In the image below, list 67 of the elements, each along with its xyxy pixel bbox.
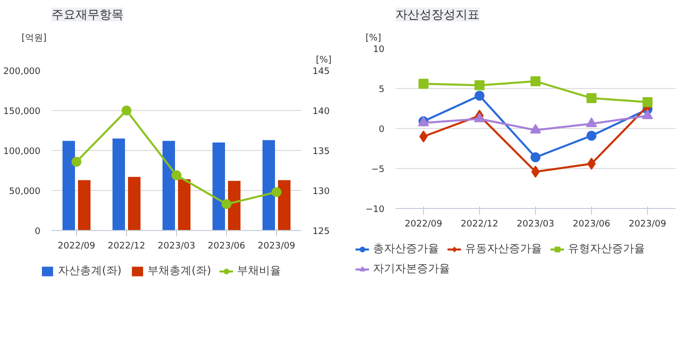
bar — [162, 140, 175, 230]
x-tick-label: 2022/12 — [460, 220, 498, 230]
point — [586, 117, 597, 128]
point — [222, 199, 232, 210]
point — [72, 156, 82, 167]
y-tick-label: 50,000 — [9, 187, 41, 197]
x-tick-label: 2023/06 — [572, 220, 610, 230]
point — [586, 93, 596, 104]
point — [642, 109, 653, 120]
bar — [228, 180, 240, 230]
legend-label: 부채총계(좌) — [148, 263, 212, 278]
x-tick-label: 2023/09 — [258, 242, 296, 252]
bar — [128, 176, 140, 230]
x-tick-label: 2022/09 — [58, 242, 96, 252]
x-tick-label: 2023/03 — [158, 242, 196, 252]
chart-title: 자산성장성지표 — [396, 8, 480, 22]
legend-label: 자산총계(좌) — [58, 263, 122, 278]
point — [530, 124, 541, 134]
point — [586, 130, 596, 141]
point — [531, 166, 540, 178]
y-tick-label: 0 — [378, 125, 385, 135]
x-tick-label: 2023/09 — [628, 220, 666, 230]
legend-label: 자기자본증가율 — [373, 261, 450, 276]
legend-label: 유동자산증가율 — [465, 241, 542, 256]
point — [587, 158, 596, 170]
point — [172, 170, 182, 180]
x-tick-label: 2023/03 — [516, 220, 554, 230]
y2-tick-label: 140 — [312, 107, 330, 117]
point — [474, 90, 484, 101]
y-axis-title: [억원] — [22, 34, 47, 44]
x-tick-label: 2022/12 — [108, 242, 146, 252]
bar — [112, 138, 125, 230]
legend-label: 총자산증가율 — [373, 241, 439, 256]
y-tick-label: −10 — [366, 205, 385, 215]
x-tick-label: 2022/09 — [404, 220, 442, 230]
point — [530, 152, 540, 162]
y-tick-label: 5 — [378, 85, 385, 95]
bar — [262, 140, 275, 230]
y-tick-label: 150,000 — [3, 107, 41, 117]
bar — [278, 180, 290, 230]
point — [474, 80, 484, 90]
y-tick-label: 200,000 — [3, 67, 41, 77]
y2-axis-title: [%] — [316, 56, 332, 66]
legend-label: 부채비율 — [237, 263, 282, 278]
x-tick-label: 2023/06 — [208, 242, 246, 252]
point — [418, 78, 428, 89]
legend-label: 유형자산증가율 — [568, 241, 645, 256]
bar — [62, 140, 75, 230]
bar — [78, 180, 90, 230]
point — [122, 106, 132, 116]
y2-tick-label: 125 — [312, 227, 330, 237]
point — [474, 112, 485, 122]
point — [272, 187, 282, 198]
y-tick-label: −5 — [371, 165, 385, 175]
y2-tick-label: 145 — [312, 67, 330, 77]
y2-tick-label: 130 — [312, 187, 330, 197]
y-tick-label: 100,000 — [3, 147, 41, 157]
y-tick-label: 0 — [34, 227, 41, 237]
y-tick-label: 10 — [373, 45, 385, 55]
bar — [212, 142, 225, 230]
point — [419, 130, 428, 142]
y-axis-title: [%] — [366, 34, 382, 44]
point — [530, 76, 540, 86]
point — [642, 97, 652, 108]
chart-title: 주요재무항목 — [52, 8, 124, 22]
bar — [178, 179, 190, 230]
y2-tick-label: 135 — [312, 147, 330, 157]
